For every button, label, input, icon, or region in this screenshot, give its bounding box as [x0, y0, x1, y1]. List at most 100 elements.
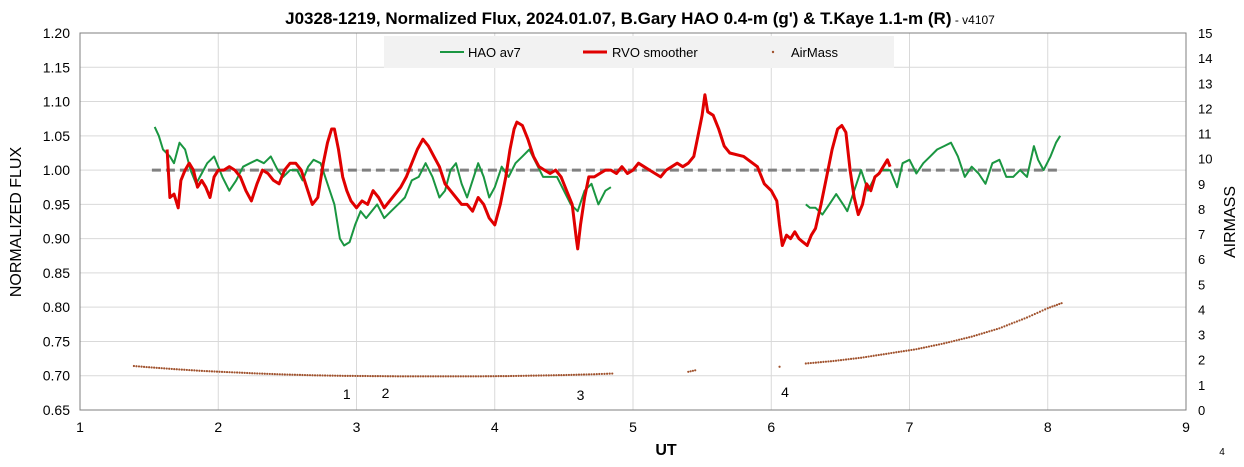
airmass-point — [844, 358, 848, 361]
airmass-point — [286, 373, 289, 376]
airmass-point — [301, 373, 304, 377]
airmass-point — [1051, 305, 1054, 308]
airmass-point — [545, 374, 548, 377]
y2-tick-label-12: 12 — [1198, 101, 1212, 116]
airmass-point — [236, 371, 239, 374]
airmass-point — [963, 337, 966, 340]
x-tick-label-6: 7 — [906, 419, 914, 435]
airmass-point — [361, 374, 364, 378]
y-tick-label-0: 0.65 — [43, 402, 70, 418]
airmass-point — [527, 374, 530, 377]
airmass-point — [389, 375, 392, 378]
airmass-point — [308, 374, 312, 377]
airmass-point — [427, 375, 430, 378]
airmass-point — [522, 374, 525, 377]
airmass-point — [920, 347, 923, 350]
airmass-point — [273, 373, 276, 376]
airmass-point — [525, 374, 528, 377]
x-tick-label-0: 1 — [76, 419, 84, 435]
airmass-point — [163, 367, 166, 370]
airmass-point — [291, 373, 294, 376]
airmass-point — [462, 375, 465, 378]
airmass-point — [590, 373, 593, 376]
airmass-point — [993, 328, 996, 331]
airmass-point — [326, 374, 329, 377]
airmass-point — [1046, 307, 1049, 310]
airmass-point — [1036, 311, 1039, 314]
airmass-point — [542, 374, 545, 377]
y-tick-label-4: 0.85 — [43, 265, 70, 281]
airmass-point — [875, 354, 878, 357]
airmass-point — [1053, 304, 1056, 307]
airmass-point — [867, 355, 870, 358]
airmass-point — [331, 374, 334, 377]
airmass-point — [140, 365, 143, 368]
annotation-4: 4 — [781, 384, 789, 400]
airmass-point — [955, 339, 958, 342]
airmass-point — [487, 375, 490, 378]
airmass-point — [834, 359, 838, 362]
airmass-point — [349, 374, 352, 377]
airmass-point — [822, 360, 825, 364]
airmass-point — [598, 372, 601, 376]
airmass-point — [1010, 322, 1014, 325]
series-group — [132, 93, 1063, 378]
airmass-point — [577, 373, 581, 376]
airmass-point — [190, 369, 193, 372]
y-tick-label-11: 1.20 — [43, 25, 70, 41]
airmass-point — [1041, 309, 1044, 312]
airmass-point — [185, 368, 188, 372]
airmass-point — [804, 362, 807, 365]
airmass-point — [195, 369, 198, 372]
airmass-point — [872, 354, 875, 357]
airmass-point — [900, 350, 903, 353]
airmass-point — [887, 352, 890, 355]
y-tick-label-5: 0.90 — [43, 231, 70, 247]
series-airmass-segment-0 — [132, 364, 614, 378]
airmass-point — [947, 341, 951, 344]
y-axis-label: NORMALIZED FLUX — [8, 147, 25, 298]
airmass-point — [293, 373, 297, 376]
airmass-point — [374, 375, 377, 378]
airmass-point — [547, 374, 550, 377]
airmass-point — [935, 343, 938, 347]
airmass-point — [241, 371, 244, 374]
airmass-point — [399, 375, 402, 378]
airmass-point — [165, 367, 168, 370]
airmass-point — [517, 374, 520, 377]
airmass-point — [439, 375, 442, 378]
airmass-point — [824, 360, 828, 363]
airmass-point — [323, 374, 327, 377]
airmass-point — [593, 373, 596, 376]
airmass-point — [210, 370, 214, 373]
airmass-point — [313, 374, 317, 377]
chart-title-suffix: - v4107 — [952, 13, 996, 27]
airmass-point — [376, 375, 379, 378]
airmass-point — [494, 375, 498, 378]
airmass-point — [499, 375, 503, 378]
airmass-point — [603, 372, 606, 375]
y2-axis-label: AIRMASS — [1222, 186, 1239, 258]
airmass-point — [401, 375, 405, 378]
airmass-point — [243, 371, 246, 374]
airmass-point — [975, 334, 978, 337]
airmass-point — [819, 361, 822, 364]
airmass-point — [580, 373, 583, 376]
airmass-point — [917, 347, 921, 350]
series-airmass-segment-3 — [804, 302, 1063, 365]
x-tick-label-7: 8 — [1044, 419, 1052, 435]
y-tick-label-10: 1.15 — [43, 59, 70, 75]
airmass-point — [268, 372, 271, 376]
y-tick-label-3: 0.80 — [43, 299, 70, 315]
airmass-point — [258, 372, 261, 375]
airmass-point — [447, 375, 450, 378]
y2-tick-label-13: 13 — [1198, 76, 1212, 91]
airmass-point — [857, 356, 860, 360]
airmass-point — [862, 356, 865, 359]
airmass-point — [988, 330, 991, 333]
y2-tick-label-11: 11 — [1198, 127, 1212, 142]
airmass-point — [1008, 323, 1011, 326]
series-airmass-segment-2 — [778, 365, 781, 368]
airmass-point — [809, 361, 812, 365]
